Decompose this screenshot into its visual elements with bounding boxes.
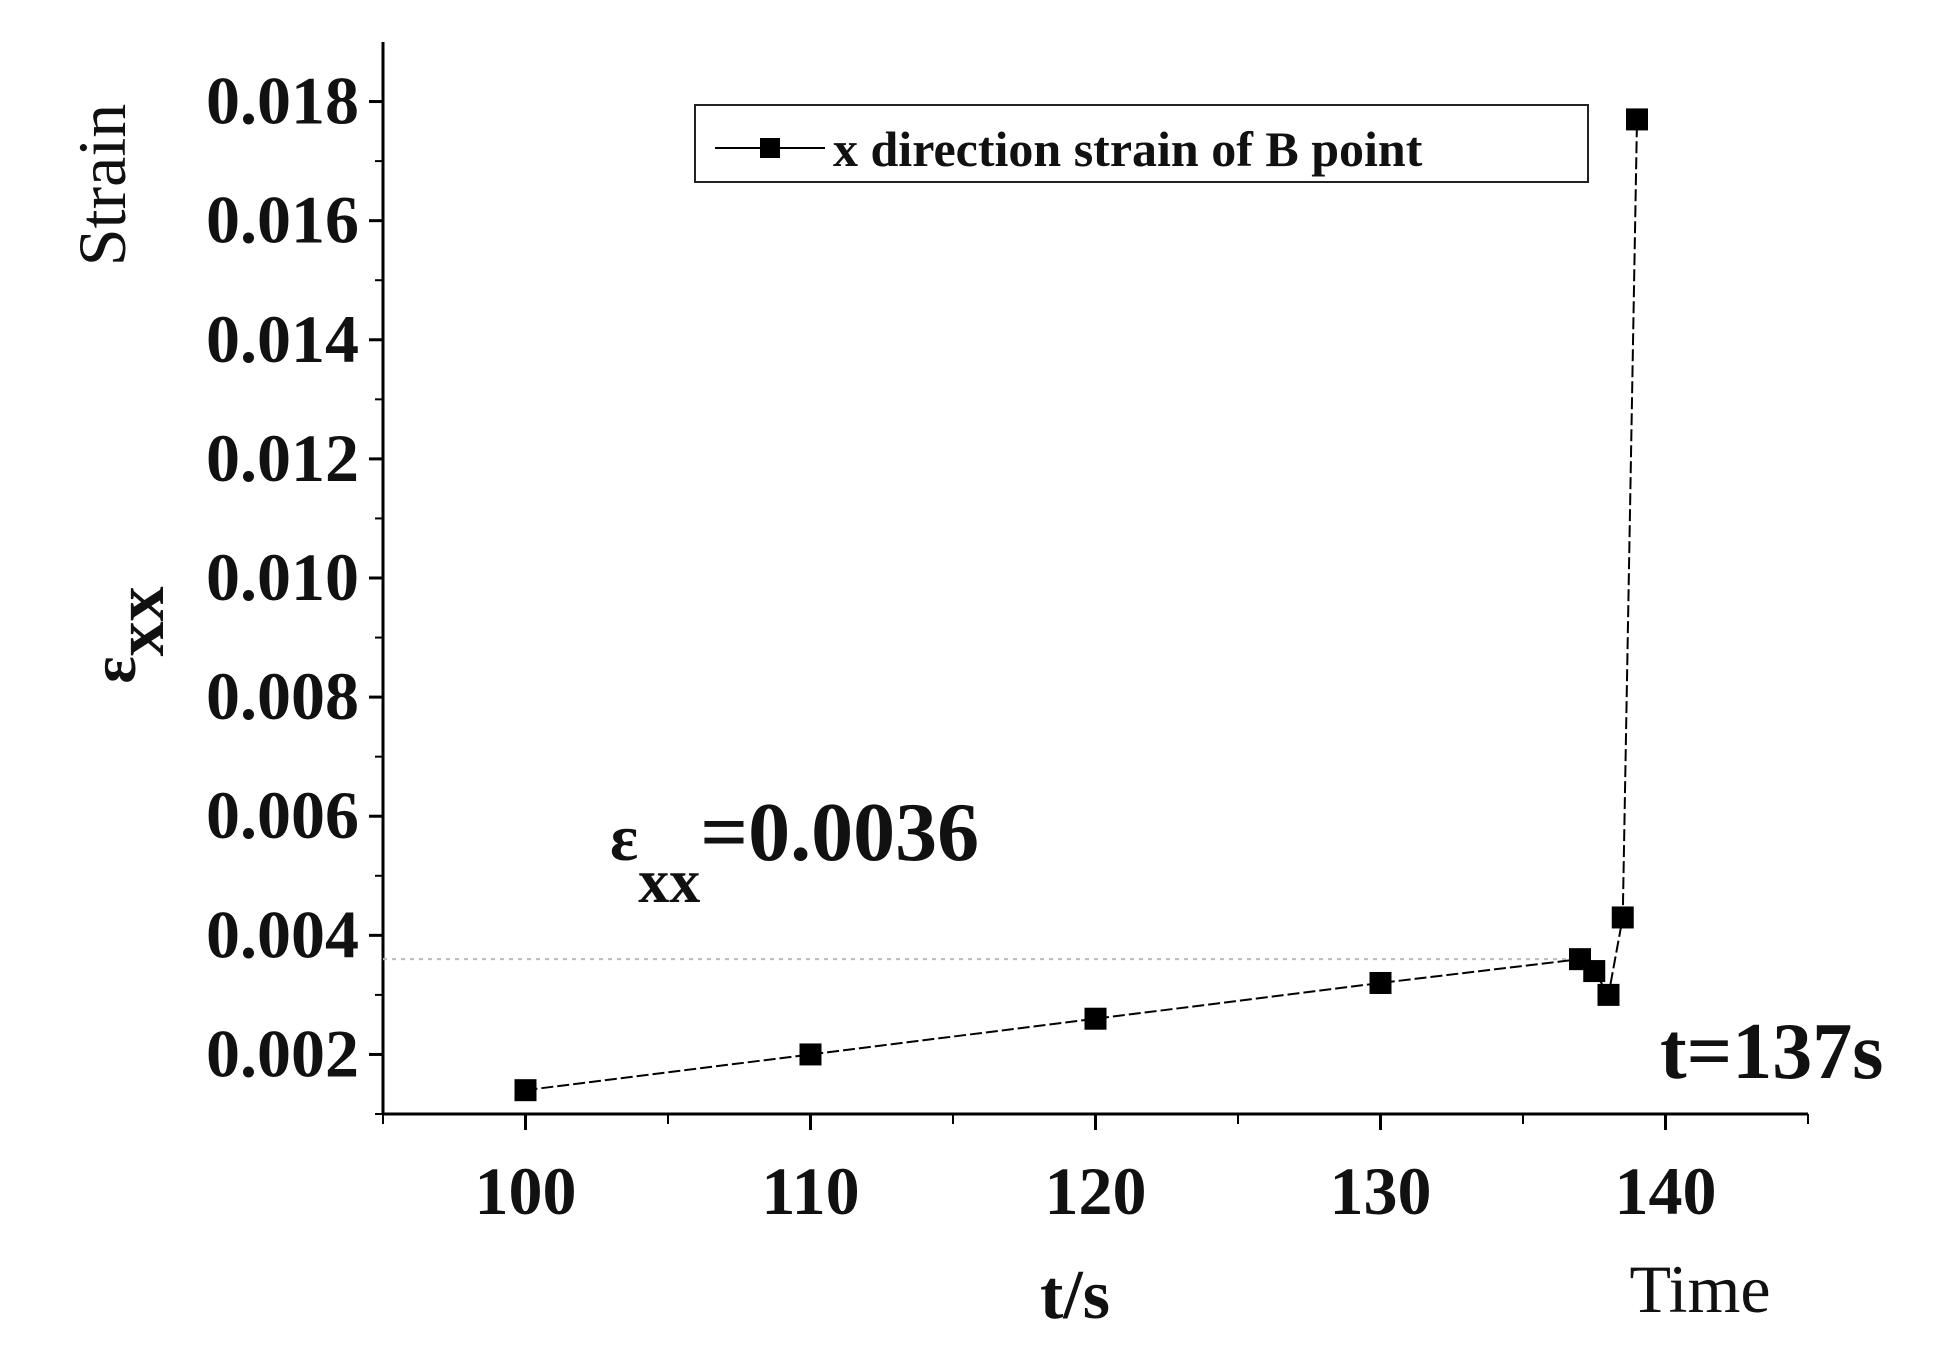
y-axis-title-symbol: ε: [78, 656, 149, 683]
data-point: [1369, 971, 1392, 994]
y-tick-label: 0.016: [206, 182, 359, 258]
x-tick-label: 110: [761, 1153, 859, 1229]
y-tick-label: 0.002: [206, 1015, 359, 1091]
x-axis-ticks: 100 110 120 130 140: [382, 1114, 1809, 1229]
data-point: [1597, 983, 1620, 1006]
time-annotation: t=137s: [1660, 1008, 1883, 1096]
axes: [381, 42, 1808, 1116]
data-point: [1611, 906, 1634, 929]
y-tick-label: 0.008: [206, 658, 359, 734]
legend: x direction strain of B point: [694, 104, 1589, 183]
threshold-annotation-symbol: ε: [610, 802, 638, 875]
y-axis-title-subscript: xx: [102, 586, 179, 656]
y-tick-label: 0.004: [206, 896, 359, 972]
y-axis-ticks: 0.002 0.004 0.006 0.008 0.010 0.012 0.014 0.016…: [206, 63, 383, 1115]
y-tick-label: 0.010: [206, 539, 359, 615]
y-tick-label: 0.014: [206, 301, 359, 377]
legend-box: [694, 104, 1589, 183]
x-tick-label: 100: [475, 1153, 577, 1229]
y-axis-title: εxx: [78, 586, 179, 683]
legend-label: x direction strain of B point: [833, 121, 1423, 177]
y-tick-label: 0.006: [206, 777, 359, 853]
series-layer: [514, 108, 1648, 1102]
x-tick-label: 140: [1615, 1153, 1717, 1229]
legend-marker: [760, 138, 780, 158]
threshold-annotation-value: =0.0036: [700, 786, 979, 879]
data-point: [1084, 1007, 1107, 1030]
y-axis-extra-label: Strain: [64, 104, 140, 266]
data-point: [514, 1079, 537, 1102]
x-axis-title: t/s: [1040, 1257, 1110, 1334]
y-tick-label: 0.018: [206, 63, 359, 139]
series-line: [525, 119, 1638, 1092]
y-tick-label: 0.012: [206, 420, 359, 496]
data-point: [1583, 960, 1606, 983]
x-tick-label: 130: [1330, 1153, 1432, 1229]
threshold-annotation: εxx=0.0036: [610, 786, 979, 916]
data-point: [799, 1043, 822, 1066]
x-axis-extra-label: Time: [1629, 1251, 1770, 1327]
data-point: [1626, 108, 1648, 131]
threshold-annotation-subscript: xx: [638, 848, 700, 916]
x-tick-label: 120: [1045, 1153, 1147, 1229]
